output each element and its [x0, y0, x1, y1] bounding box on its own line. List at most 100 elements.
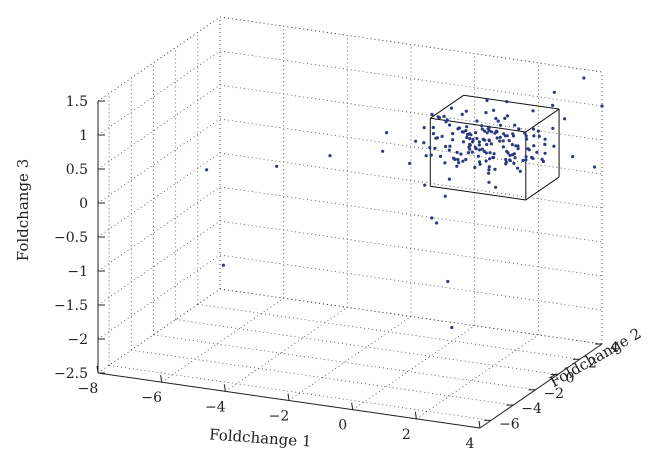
data-point — [455, 164, 459, 168]
data-point — [505, 114, 510, 118]
data-point — [477, 140, 481, 144]
grid-line-floor-x — [97, 288, 221, 374]
data-point — [552, 90, 556, 94]
data-point — [513, 123, 517, 127]
x-tick-mark — [223, 384, 226, 392]
box-edge — [430, 185, 526, 201]
y-tick-label: 0 — [566, 371, 575, 387]
data-point — [563, 117, 567, 121]
data-point — [523, 131, 527, 135]
data-point — [385, 131, 389, 135]
box-edge — [430, 94, 464, 119]
data-point — [505, 100, 509, 104]
data-point — [466, 151, 470, 155]
grid-line-floor-x — [352, 325, 475, 410]
data-point — [457, 161, 461, 165]
data-point — [499, 123, 503, 127]
data-point — [516, 166, 520, 170]
data-point — [508, 153, 512, 157]
data-point — [495, 136, 499, 140]
data-point — [487, 165, 491, 169]
grid-line-backwall-z — [219, 288, 603, 345]
data-point — [448, 123, 452, 127]
grid-line-floor-y — [131, 349, 514, 406]
z-tick-label: 0 — [79, 196, 88, 212]
data-point — [476, 154, 480, 158]
data-point — [535, 150, 539, 154]
y-tick-label: −6 — [499, 416, 520, 432]
axes — [96, 100, 603, 429]
data-point — [501, 139, 505, 143]
grid-line-floor-y — [197, 303, 580, 360]
data-point — [492, 108, 496, 112]
data-point — [429, 153, 433, 157]
data-point — [551, 126, 555, 130]
data-point — [508, 159, 512, 163]
data-point — [505, 134, 509, 138]
data-point — [518, 169, 522, 173]
x-tick-mark — [478, 420, 481, 429]
data-point — [452, 156, 456, 160]
data-point — [430, 112, 434, 116]
data-point — [524, 155, 528, 159]
grid-line-edge — [97, 16, 221, 102]
data-point — [487, 180, 491, 184]
x-tick-label: −2 — [269, 409, 290, 425]
grid-line-backwall-z — [219, 50, 603, 107]
grid-line-backwall-z — [219, 152, 603, 209]
y-tick-label: −2 — [543, 386, 564, 402]
box-edge — [525, 176, 560, 201]
data-point — [503, 116, 507, 120]
data-point — [448, 144, 452, 148]
grid-line-backwall-z — [219, 84, 603, 141]
data-point — [571, 155, 575, 159]
data-point — [491, 155, 495, 160]
grid-line-floor-x — [416, 334, 539, 420]
y-tick-label: 2 — [588, 355, 597, 371]
data-point — [516, 147, 520, 151]
grid-line-sidewall-z — [97, 152, 221, 238]
data-point — [487, 125, 491, 129]
data-point — [540, 157, 544, 161]
x-tick-label: 2 — [402, 427, 411, 443]
x-tick-mark — [351, 402, 354, 410]
data-point — [536, 129, 541, 133]
data-point — [275, 164, 279, 168]
data-point — [451, 132, 455, 136]
data-point — [532, 134, 536, 138]
grid-line-edge — [219, 16, 603, 73]
data-point — [530, 155, 534, 160]
data-point — [444, 144, 448, 149]
data-point — [494, 185, 498, 189]
data-point — [532, 144, 536, 148]
z-tick-label: −2.5 — [54, 366, 88, 382]
data-point — [537, 134, 541, 138]
data-point — [498, 139, 502, 143]
data-point — [496, 119, 500, 123]
x-tick-mark — [96, 365, 99, 374]
data-point — [440, 134, 444, 138]
data-point — [504, 160, 508, 164]
data-point — [483, 129, 487, 133]
data-point — [221, 263, 225, 267]
data-point — [447, 177, 451, 181]
grid-line-sidewall-z — [97, 186, 221, 272]
data-point — [477, 148, 482, 152]
box-edge — [463, 94, 560, 110]
grid-line-backwall-z — [219, 186, 603, 243]
grid-line-sidewall-z — [97, 84, 221, 170]
data-point — [600, 104, 604, 108]
data-point — [485, 131, 489, 135]
data-point — [431, 125, 435, 130]
grid-line-floor-x — [288, 316, 412, 401]
data-point — [485, 142, 489, 147]
data-point — [430, 216, 434, 220]
y-axis-label: Foldchange 2 — [547, 324, 645, 391]
data-point — [511, 153, 515, 157]
data-point — [456, 127, 460, 131]
data-point — [513, 156, 517, 160]
grid-line-floor-x — [161, 297, 284, 383]
data-point — [489, 130, 493, 134]
data-point — [481, 137, 485, 141]
